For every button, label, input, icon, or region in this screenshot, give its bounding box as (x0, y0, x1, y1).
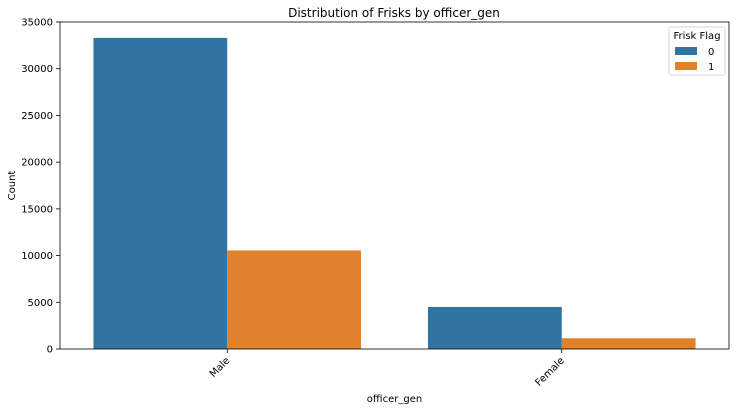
y-tick-label: 30000 (21, 64, 53, 75)
y-tick-label: 20000 (21, 158, 53, 169)
x-axis: Male Female (208, 349, 567, 389)
legend: Frisk Flag 0 1 (668, 26, 726, 76)
y-tick-label: 0 (47, 345, 53, 356)
y-tick-label: 15000 (21, 204, 53, 215)
bar-male-flag-0 (93, 37, 228, 349)
legend-swatch-0 (675, 47, 697, 55)
bar-male-flag-1 (227, 250, 362, 349)
bars-group (93, 37, 696, 349)
x-axis-title: officer_gen (367, 394, 422, 405)
y-tick-label: 5000 (28, 298, 53, 309)
x-tick-label-male: Male (208, 355, 233, 380)
y-axis: 0 5000 10000 15000 20000 25000 30000 35000 (21, 18, 60, 356)
legend-label-1: 1 (708, 62, 714, 73)
bar-female-flag-0 (427, 306, 562, 349)
bar-female-flag-1 (561, 338, 696, 349)
x-tick-label-female: Female (534, 355, 567, 388)
y-tick-label: 35000 (21, 18, 53, 29)
legend-title: Frisk Flag (673, 31, 720, 42)
legend-label-0: 0 (708, 47, 714, 58)
plot-frame (59, 21, 730, 350)
y-tick-label: 10000 (21, 251, 53, 262)
chart-title: Distribution of Frisks by officer_gen (288, 6, 500, 20)
y-axis-title: Count (7, 171, 18, 201)
legend-swatch-1 (675, 62, 697, 70)
y-tick-label: 25000 (21, 111, 53, 122)
